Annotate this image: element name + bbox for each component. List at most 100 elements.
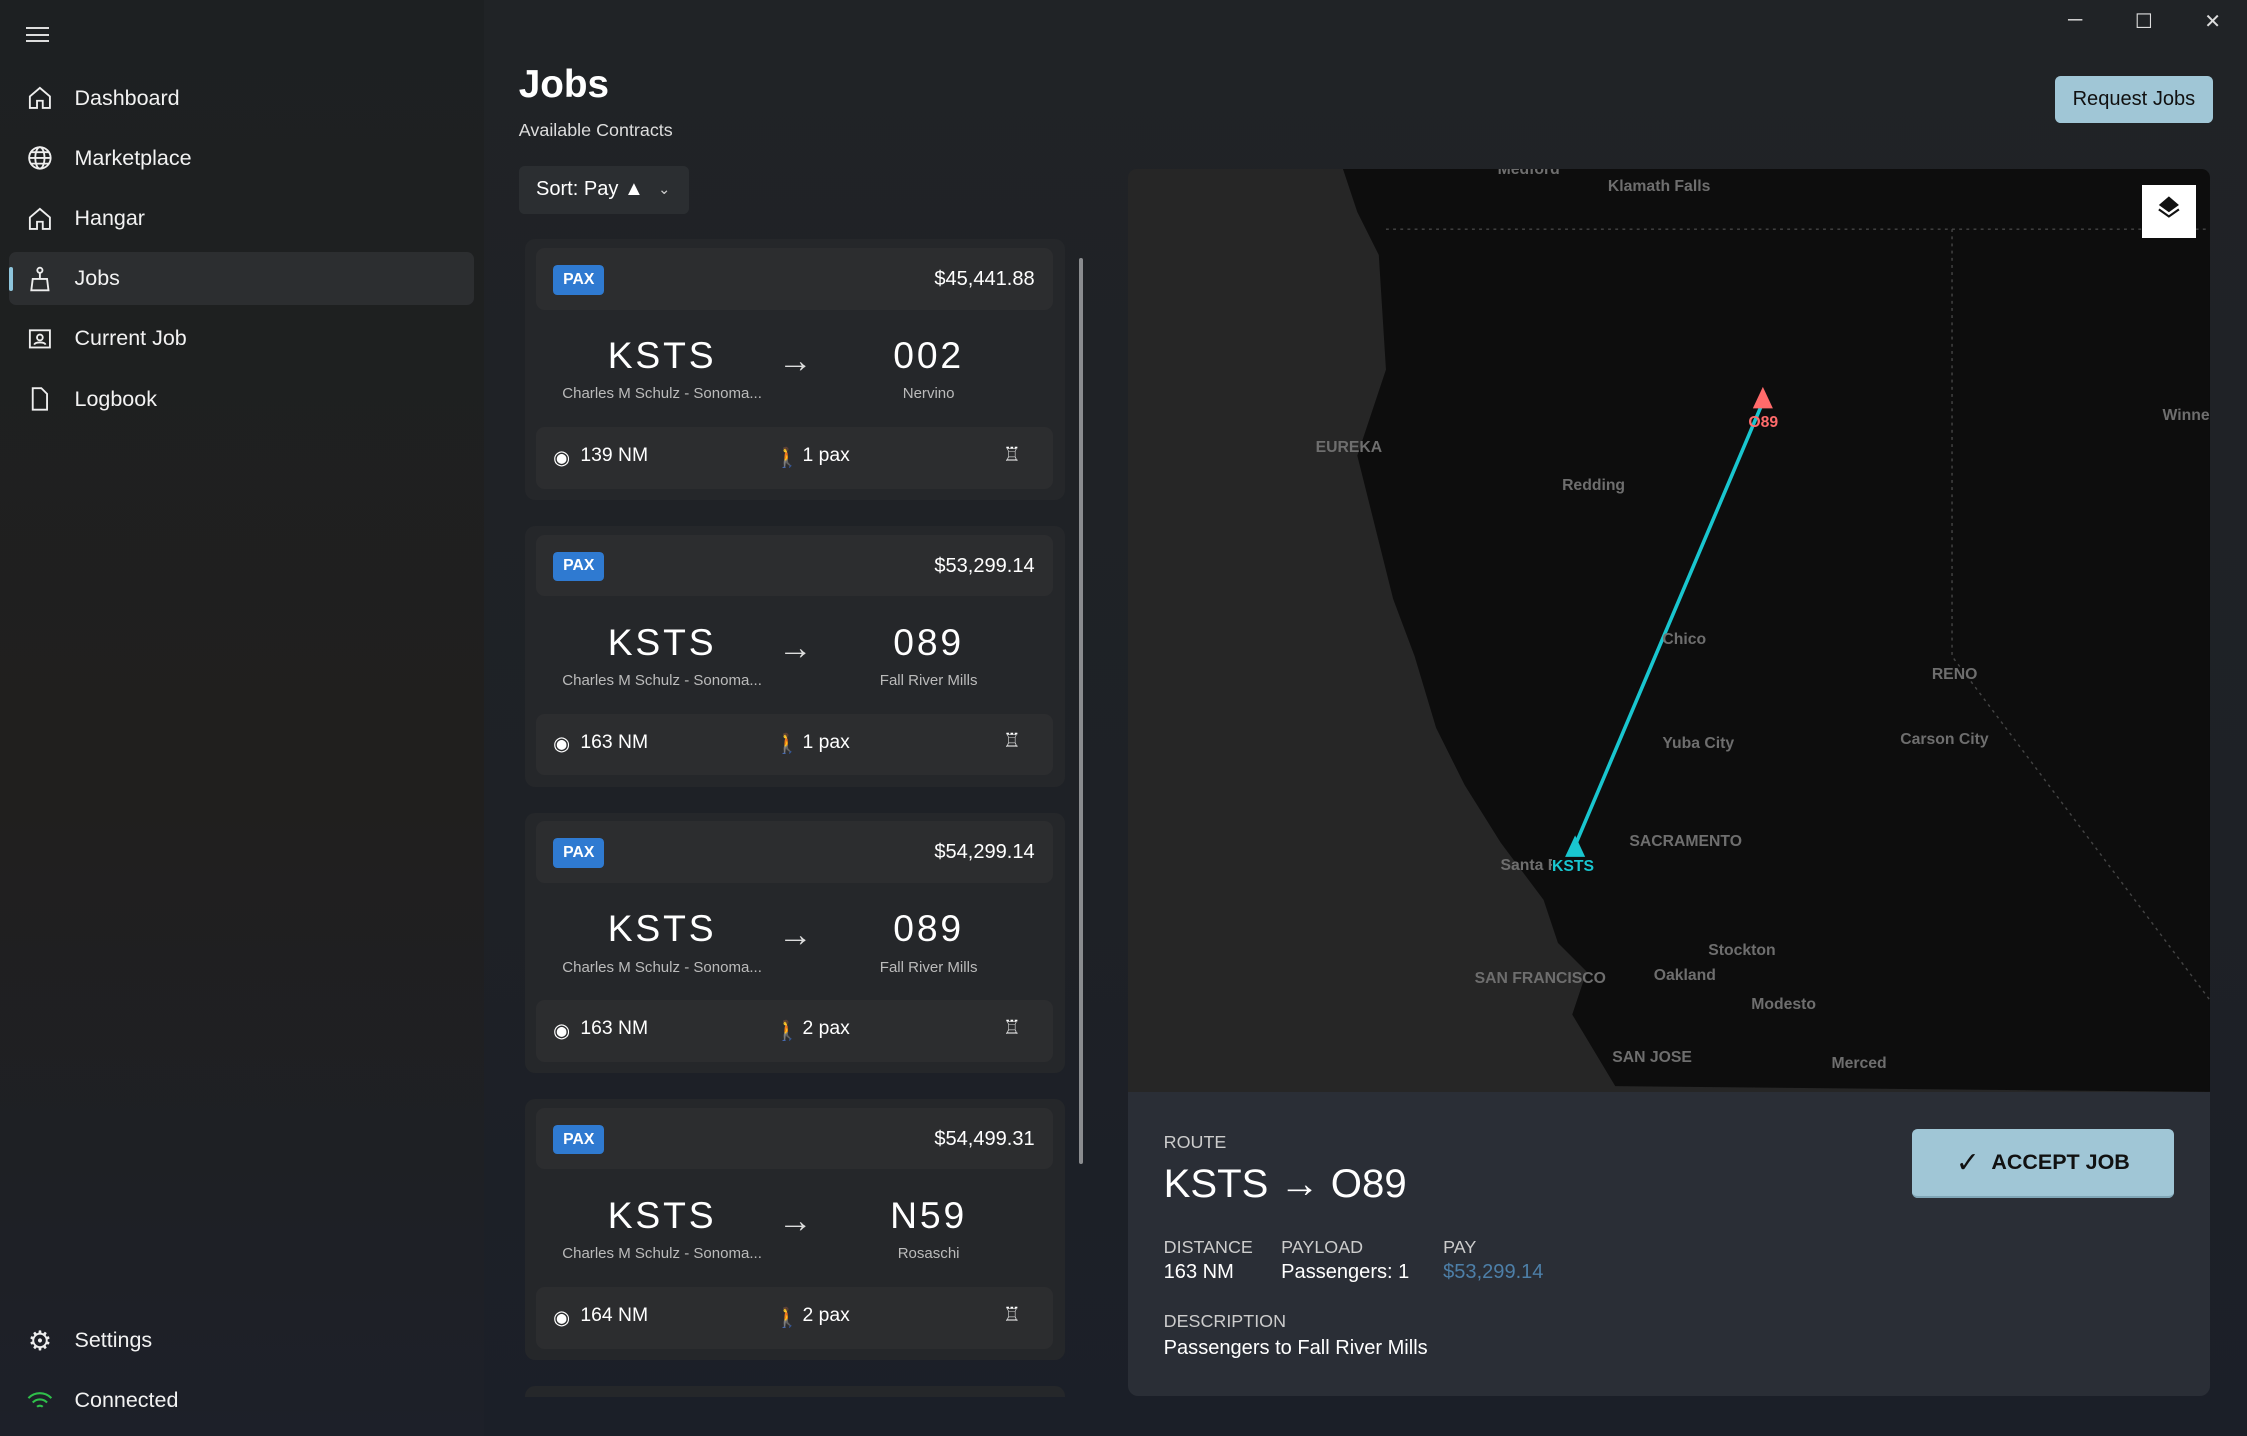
pay-value: $53,299.14	[1443, 1261, 1544, 1284]
globe-icon	[26, 144, 55, 173]
sidebar-item-label: Logbook	[74, 386, 157, 411]
close-button[interactable]: ✕	[2204, 10, 2222, 33]
city-label: Carson City	[1900, 730, 1989, 748]
city-label: Redding	[1562, 477, 1626, 495]
arrow-right-icon: →	[778, 1202, 813, 1241]
maximize-button[interactable]: ☐	[2134, 10, 2153, 33]
origin-name: Charles M Schulz - Sonoma...	[562, 385, 762, 403]
sidebar-item-label: Marketplace	[74, 145, 192, 170]
origin-name: Charles M Schulz - Sonoma...	[562, 1245, 762, 1263]
job-distance: 164 NM	[580, 1304, 649, 1327]
scrollbar[interactable]	[1079, 257, 1084, 1164]
job-pay: $53,299.14	[934, 554, 1035, 577]
job-payload: 1 pax	[802, 730, 850, 753]
job-card-footer: ◉ 163 NM 🚶 2 pax ♖	[535, 1000, 1054, 1062]
job-pay: $45,441.88	[934, 267, 1035, 290]
city-label: Oakland	[1653, 967, 1716, 985]
job-card[interactable]: PAX $45,441.88 KSTS Charles M Schulz - S…	[524, 239, 1065, 501]
arrow-right-icon: →	[778, 915, 813, 954]
destination-code: 089	[893, 907, 964, 950]
job-card-header: PAX $54,299.14	[535, 821, 1054, 883]
job-card-header: PAX $45,441.88	[535, 247, 1054, 310]
job-card-footer: ◉ 139 NM 🚶 1 pax ♖	[535, 427, 1054, 489]
destination-name: Fall River Mills	[879, 672, 978, 690]
city-label: EUREKA	[1315, 438, 1383, 456]
origin-code: KSTS	[607, 620, 717, 663]
hangar-icon	[26, 204, 55, 233]
job-type-badge: PAX	[553, 551, 605, 582]
request-jobs-button[interactable]: Request Jobs	[2055, 75, 2213, 124]
distance-icon: ◉	[553, 446, 571, 469]
home-icon	[26, 84, 55, 113]
origin-name: Charles M Schulz - Sonoma...	[562, 958, 762, 976]
route-map[interactable]: Medford Klamath Falls EUREKA Redding Win…	[1127, 169, 2210, 1092]
sidebar: Dashboard Marketplace Hangar Jobs Curren…	[0, 0, 485, 1436]
sidebar-item-dashboard[interactable]: Dashboard	[9, 72, 475, 125]
destination-code: 089	[893, 620, 964, 663]
distance-icon: ◉	[553, 1306, 571, 1329]
sort-dropdown[interactable]: Sort: Pay ▲ ⌄	[518, 166, 690, 214]
accept-job-button[interactable]: ✓ ACCEPT JOB	[1911, 1129, 2174, 1199]
city-label: Merced	[1831, 1054, 1887, 1072]
city-label: SACRAMENTO	[1629, 832, 1743, 850]
sidebar-item-settings[interactable]: ⚙ Settings	[9, 1314, 475, 1367]
sort-label: Sort: Pay ▲	[535, 178, 644, 201]
arrow-right-icon: →	[778, 342, 813, 381]
job-card-header: PAX $53,299.14	[535, 534, 1054, 597]
tower-icon: ♖	[1003, 1303, 1021, 1326]
sidebar-item-logbook[interactable]: Logbook	[9, 373, 475, 426]
payload-label: PAYLOAD	[1281, 1236, 1364, 1257]
gear-icon: ⚙	[27, 1324, 53, 1356]
tower-icon: ♖	[1003, 1017, 1021, 1040]
job-payload: 1 pax	[802, 444, 850, 467]
sidebar-item-label: Current Job	[74, 326, 187, 351]
tower-icon: ♖	[1003, 730, 1021, 753]
page-title: Jobs	[518, 63, 610, 107]
accept-label: ACCEPT JOB	[1991, 1150, 2130, 1175]
status-label: Connected	[74, 1388, 179, 1413]
pay-label: PAY	[1443, 1236, 1477, 1257]
city-label: Winne	[2162, 406, 2210, 424]
layers-button[interactable]	[2142, 184, 2196, 238]
destination-code: 002	[893, 333, 964, 376]
job-distance: 163 NM	[580, 730, 649, 753]
job-card[interactable]: PAX $54,499.31 KSTS Charles M Schulz - S…	[524, 1099, 1065, 1360]
layers-icon	[2156, 195, 2182, 227]
destination-name: Fall River Mills	[879, 958, 978, 976]
city-label: Chico	[1662, 630, 1707, 648]
minimize-button[interactable]: ─	[2068, 8, 2083, 31]
city-label: Stockton	[1708, 941, 1776, 959]
sidebar-item-label: Settings	[74, 1328, 153, 1353]
job-card[interactable]: PAX $54,299.14 KSTS Charles M Schulz - S…	[524, 812, 1065, 1074]
job-list: PAX $45,441.88 KSTS Charles M Schulz - S…	[524, 239, 1065, 1400]
destination-code: N59	[890, 1193, 968, 1236]
sidebar-item-hangar[interactable]: Hangar	[9, 192, 475, 245]
page-subtitle: Available Contracts	[518, 120, 673, 141]
sidebar-item-jobs[interactable]: Jobs	[8, 252, 475, 306]
hamburger-menu-icon[interactable]	[25, 24, 49, 44]
sidebar-item-current-job[interactable]: Current Job	[9, 312, 475, 365]
job-distance: 139 NM	[580, 444, 649, 467]
check-icon: ✓	[1955, 1147, 1980, 1180]
passenger-icon: 🚶	[775, 1019, 800, 1042]
job-card[interactable]	[524, 1385, 1065, 1398]
arrow-right-icon: →	[778, 629, 813, 668]
city-label: Klamath Falls	[1607, 177, 1711, 195]
origin-code: KSTS	[607, 1193, 717, 1236]
route-label: ROUTE	[1163, 1132, 1227, 1153]
city-label: Santa R	[1500, 856, 1560, 874]
city-label: SAN JOSE	[1612, 1049, 1692, 1067]
connection-status: Connected	[9, 1374, 475, 1427]
origin-code: KSTS	[607, 333, 717, 376]
payload-value: Passengers: 1	[1281, 1261, 1410, 1284]
job-pay: $54,299.14	[934, 841, 1035, 864]
route-line	[1573, 404, 1763, 847]
job-pay: $54,499.31	[934, 1127, 1035, 1150]
sidebar-item-marketplace[interactable]: Marketplace	[9, 132, 475, 185]
job-detail-panel: ROUTE KSTS → O89 DISTANCE 163 NM PAYLOAD…	[1127, 1092, 2210, 1396]
job-payload: 2 pax	[802, 1304, 850, 1327]
document-icon	[26, 385, 55, 414]
passenger-icon: 🚶	[775, 733, 800, 756]
job-card[interactable]: PAX $53,299.14 KSTS Charles M Schulz - S…	[524, 525, 1065, 787]
